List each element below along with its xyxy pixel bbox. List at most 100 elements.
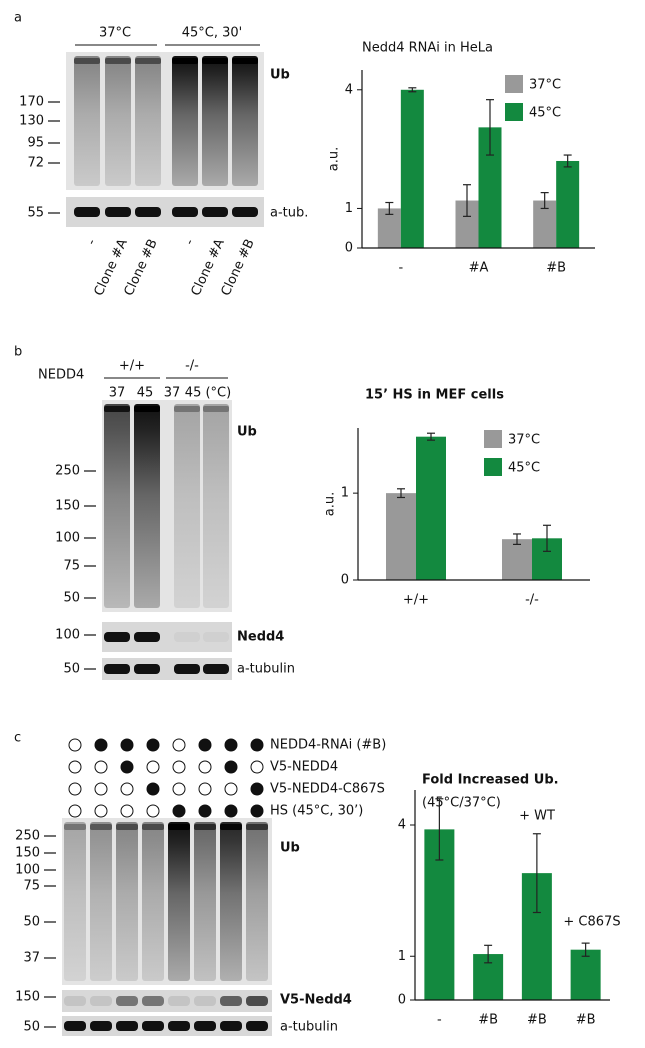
- blot-lane: [90, 822, 112, 981]
- lane-dot: [250, 760, 264, 774]
- y-tick-label: 1: [398, 949, 406, 964]
- lane-dot: [120, 782, 134, 796]
- blot-band: [246, 996, 268, 1006]
- x-tick-label: #B: [478, 1013, 498, 1028]
- blot-lane: [142, 822, 164, 981]
- lane-dot: [224, 760, 238, 774]
- blot-band: [220, 1021, 242, 1031]
- marker-label: 50: [23, 915, 40, 930]
- lane-label: 45: [137, 386, 154, 401]
- blot-label: Ub: [237, 425, 257, 440]
- marker-label: 170: [19, 95, 44, 110]
- blot-band: [174, 632, 200, 642]
- blot-band: [64, 996, 86, 1006]
- blot-lane: [105, 56, 131, 186]
- blot-band: [246, 824, 268, 830]
- legend-label: 37°C: [529, 78, 561, 93]
- blot-band: [134, 406, 160, 412]
- lane-dot: [198, 760, 212, 774]
- bar: [400, 89, 424, 249]
- lane-dot: [68, 760, 82, 774]
- marker-label: 75: [63, 559, 80, 574]
- x-tick-label: -/-: [525, 593, 539, 608]
- x-tick-label: #B: [546, 261, 566, 276]
- lane-dot: [224, 738, 238, 752]
- legend-label: 45°C: [508, 461, 540, 476]
- blot-band: [203, 406, 229, 412]
- blot-band: [203, 664, 229, 674]
- group-label: 45°C, 30': [182, 26, 243, 41]
- marker-label: 75: [23, 879, 40, 894]
- y-tick-label: 4: [398, 818, 406, 833]
- marker-label: 95: [27, 136, 44, 151]
- blot-lane: [174, 404, 200, 608]
- group-label: -/-: [185, 359, 199, 374]
- lane-dot: [172, 760, 186, 774]
- lane-dot: [198, 804, 212, 818]
- blot-lane: [232, 56, 258, 186]
- blot-lane: [202, 56, 228, 186]
- chart-title: 15’ HS in MEF cells: [365, 388, 504, 403]
- blot-band: [194, 824, 216, 830]
- lane-dot: [224, 804, 238, 818]
- x-tick-label: -: [437, 1013, 442, 1028]
- blot-label: Nedd4: [237, 630, 284, 645]
- marker-label: 100: [55, 531, 80, 546]
- blot-band: [90, 1021, 112, 1031]
- lane-dot: [250, 738, 264, 752]
- marker-label: 150: [55, 499, 80, 514]
- lane-dot: [94, 760, 108, 774]
- legend-label: 45°C: [529, 106, 561, 121]
- blot-band: [168, 996, 190, 1006]
- bar: [416, 436, 446, 580]
- bar: [386, 493, 416, 580]
- marker-label: 250: [15, 829, 40, 844]
- blot-label: a-tubulin: [237, 662, 295, 677]
- blot-lane: [134, 404, 160, 608]
- blot-band: [90, 996, 112, 1006]
- blot-lane: [194, 822, 216, 981]
- lane-dot: [172, 804, 186, 818]
- y-axis-label: a.u.: [327, 147, 342, 171]
- blot-band: [105, 207, 131, 217]
- lane-dot: [146, 804, 160, 818]
- blot-lane: [172, 56, 198, 186]
- lane-dot: [68, 738, 82, 752]
- bar: [377, 208, 401, 248]
- marker-label: 150: [15, 990, 40, 1005]
- lane-dot: [146, 738, 160, 752]
- blot-band: [135, 58, 161, 64]
- blot-band: [168, 1021, 190, 1031]
- blot-band: [168, 824, 190, 830]
- blot-band: [105, 58, 131, 64]
- blot-band: [142, 824, 164, 830]
- y-axis-label: a.u.: [323, 492, 338, 516]
- marker-label: 55: [27, 206, 44, 221]
- bar: [533, 200, 557, 248]
- blot-band: [74, 207, 100, 217]
- marker-label: 100: [55, 628, 80, 643]
- lane-dot: [68, 804, 82, 818]
- panel-letter: a: [14, 11, 22, 26]
- lane-label: 45 (°C): [185, 386, 231, 401]
- blot-band: [194, 1021, 216, 1031]
- blot-band: [90, 824, 112, 830]
- annotation: + WT: [519, 809, 555, 824]
- blot-band: [203, 632, 229, 642]
- lane-dot: [120, 760, 134, 774]
- blot-label: V5-Nedd4: [280, 993, 352, 1008]
- blot-lane: [116, 822, 138, 981]
- lane-dot: [172, 738, 186, 752]
- blot-band: [116, 996, 138, 1006]
- blot-band: [174, 664, 200, 674]
- lane-dot: [250, 804, 264, 818]
- blot-band: [104, 406, 130, 412]
- y-tick-label: 0: [345, 241, 353, 256]
- blot-band: [135, 207, 161, 217]
- blot-label: a-tubulin: [280, 1020, 338, 1035]
- annotation: + C867S: [563, 915, 620, 930]
- lane-dot: [94, 804, 108, 818]
- blot-band: [116, 1021, 138, 1031]
- lane-dot: [198, 738, 212, 752]
